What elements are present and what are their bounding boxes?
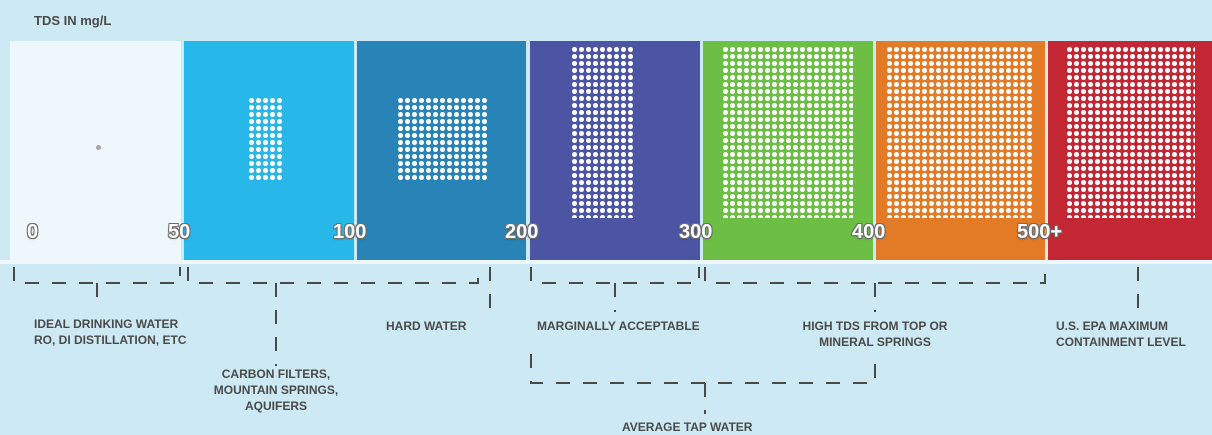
note-ideal-line2: RO, DI DISTILLATION, ETC bbox=[34, 333, 187, 347]
tick-label-0: 0 bbox=[27, 221, 39, 243]
segment-400-500 bbox=[876, 41, 1045, 260]
note-carbon-line2: MOUNTAIN SPRINGS, bbox=[213, 383, 339, 397]
note-carbon-line3: AQUIFERS bbox=[244, 399, 307, 413]
note-epa-line2: CONTAINMENT LEVEL bbox=[1056, 335, 1186, 349]
chart-title: TDS IN mg/L bbox=[34, 13, 112, 28]
note-epa-line1: U.S. EPA MAXIMUM bbox=[1056, 319, 1169, 333]
dot-grid-500+ bbox=[1066, 46, 1195, 218]
bracket-marginal bbox=[530, 267, 700, 284]
tick-label-300: 300 bbox=[679, 221, 713, 243]
dot-grid-300-400 bbox=[722, 46, 853, 218]
dot-grid-200-300 bbox=[571, 46, 634, 218]
bracket-ideal bbox=[13, 267, 181, 284]
segment-500+ bbox=[1048, 41, 1212, 260]
bracket-carbon bbox=[187, 267, 479, 284]
dot-grid-0-50 bbox=[95, 144, 102, 151]
dot-grid-400-500 bbox=[886, 46, 1034, 218]
bracket-high bbox=[704, 267, 1046, 284]
tick-label-400: 400 bbox=[852, 221, 886, 243]
note-carbon-line1: CARBON FILTERS, bbox=[221, 367, 331, 381]
note-ideal-line1: IDEAL DRINKING WATER bbox=[34, 317, 179, 331]
note-high: HIGH TDS FROM TOP OR MINERAL SPRINGS bbox=[768, 318, 982, 350]
note-epa: U.S. EPA MAXIMUM CONTAINMENT LEVEL bbox=[1056, 318, 1186, 350]
bracket-tap bbox=[530, 354, 876, 384]
segment-300-400 bbox=[703, 41, 873, 260]
note-tap: AVERAGE TAP WATER bbox=[622, 420, 753, 434]
tick-label-500+: 500+ bbox=[1017, 221, 1063, 243]
segment-50-100 bbox=[184, 41, 354, 260]
segment-200-300 bbox=[530, 41, 700, 260]
note-marginal: MARGINALLY ACCEPTABLE bbox=[537, 319, 700, 333]
note-high-line2: MINERAL SPRINGS bbox=[819, 335, 931, 349]
axis-line bbox=[0, 260, 1212, 264]
dot-grid-50-100 bbox=[248, 97, 283, 181]
segment-0-50 bbox=[10, 41, 181, 260]
note-carbon: CARBON FILTERS, MOUNTAIN SPRINGS, AQUIFE… bbox=[196, 366, 356, 414]
note-ideal: IDEAL DRINKING WATER RO, DI DISTILLATION… bbox=[34, 316, 186, 348]
tick-label-200: 200 bbox=[505, 221, 539, 243]
tick-label-100: 100 bbox=[333, 221, 367, 243]
segment-100-200 bbox=[357, 41, 526, 260]
tick-label-50: 50 bbox=[168, 221, 191, 243]
note-hard: HARD WATER bbox=[386, 319, 467, 333]
dot-grid-100-200 bbox=[397, 97, 488, 181]
note-high-line1: HIGH TDS FROM TOP OR bbox=[802, 319, 948, 333]
